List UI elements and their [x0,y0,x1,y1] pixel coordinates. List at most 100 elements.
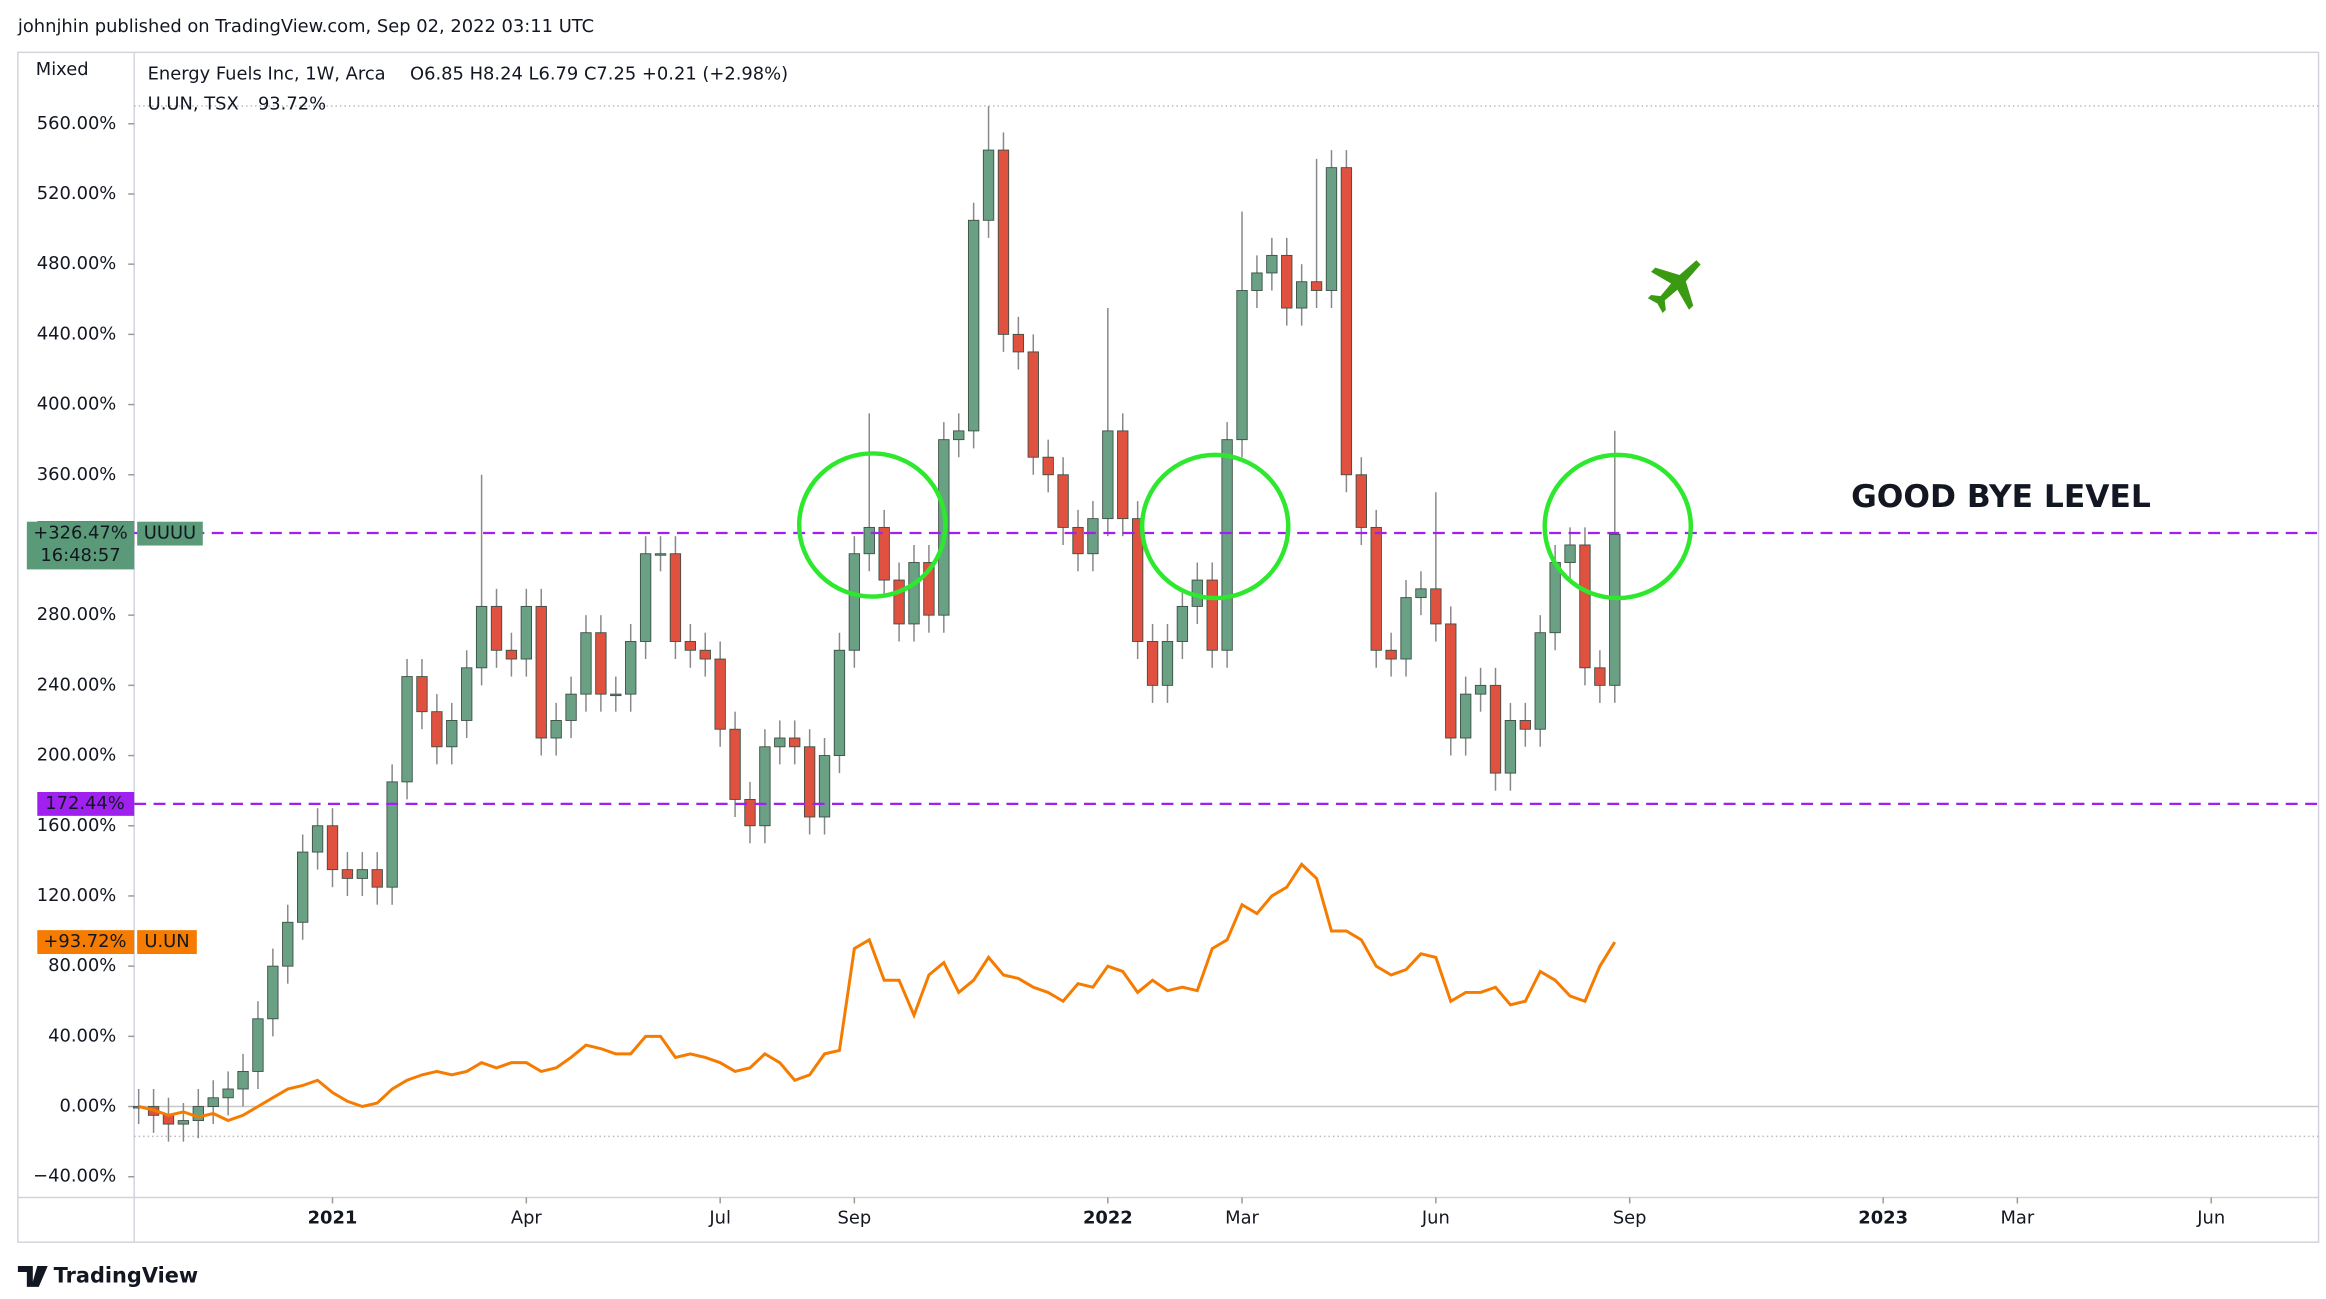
y-tick-label: −40.00% [33,1166,116,1187]
candle-body [684,641,697,651]
candle-body [222,1088,234,1099]
candle-body [714,658,726,730]
circle [796,451,948,599]
candle-body [1400,597,1412,660]
candle-body [475,605,488,669]
candle-body [535,605,547,739]
candle-body [490,605,503,651]
y-tick-label: 40.00% [48,1025,116,1046]
legend-compare: U.UN, TSX [148,94,239,115]
candle-body [326,825,339,871]
symbol-tag [137,521,203,546]
y-tick-label: 200.00% [37,745,117,766]
candle-body [371,869,383,888]
candle-body [669,553,682,642]
legend-title: Energy Fuels Inc, 1W, Arca [148,64,386,85]
y-tick-label: 280.00% [37,604,117,625]
tv-logo [17,1266,48,1287]
symbol-tag-label: UUUU [144,523,196,544]
compare-tag [37,930,135,954]
chart-frame [17,51,2320,1243]
candle-body [982,149,995,221]
y-tick-label: 440.00% [37,323,117,344]
candle-body [1594,667,1606,686]
footer-brand: TradingView [54,1263,199,1287]
candle-body [282,921,294,967]
candle-body [1355,474,1367,528]
candle-body [1370,526,1382,651]
candle-body [1251,272,1263,291]
candle-body [520,605,532,660]
candle-body [237,1070,249,1090]
candle-body [1236,290,1248,441]
airplane-icon [1647,260,1701,313]
candle-body [1042,456,1054,476]
x-tick-label: 2022 [1083,1207,1133,1228]
candle-body [1340,167,1353,476]
candle-body [1549,562,1561,634]
candle-body [1146,641,1159,686]
y-tick-label: 0.00% [60,1096,117,1117]
candle-body [1266,254,1278,274]
y-tick-label: 120.00% [37,885,117,906]
publish-header: johnjhin published on TradingView.com, S… [17,16,594,37]
candle-body [431,711,443,748]
candle-body [803,746,816,818]
candle-body [863,526,875,555]
candle-body [1474,684,1487,695]
y-tick-label: 480.00% [37,253,117,274]
candle-body [639,553,652,642]
y-tick-label: 560.00% [37,113,117,134]
candle-body [1161,641,1174,686]
candle-body [416,676,428,713]
candle-body [833,649,846,757]
candle-body [1534,632,1546,730]
candle-body [565,693,577,721]
candle-body [1385,649,1397,660]
candle-body [1131,518,1144,642]
candle-body [1206,579,1218,651]
y-tick-label: 80.00% [48,955,116,976]
candle-body [1072,526,1084,555]
annotation-text: GOOD BYE LEVEL [1851,479,2151,515]
candle-body [1281,254,1293,309]
legend-ohlc: O6.85 H8.24 L6.79 C7.25 +0.21 (+2.98%) [410,64,788,85]
x-tick-label: Apr [511,1207,543,1228]
candle-body [595,632,607,695]
candle-body [610,693,622,697]
candle-body [1221,439,1233,651]
circle [1542,452,1694,601]
compare-line [138,862,1617,1123]
y-tick-label: 240.00% [37,674,117,695]
candle-body [297,851,309,923]
candle-body [1102,430,1114,520]
x-tick-label: Jun [2196,1207,2225,1228]
candle-body [580,632,592,695]
candle-body [252,1018,264,1072]
countdown-label: 16:48:57 [40,545,120,566]
candle-body [446,720,458,748]
candle-body [1504,720,1517,774]
candle-body [1027,351,1039,458]
candle-body [1430,588,1442,625]
candle-body [1325,167,1338,291]
candle-body [1609,533,1621,686]
candle-body [177,1120,190,1125]
plot: −40.00% 0.00% 40.00% 80.00% 120.00% 160.00% 20… [26,106,2319,1228]
candle-body [192,1106,204,1122]
candle-body [908,562,920,625]
last-price-tag [26,521,135,570]
candle-body [744,798,756,827]
candle-body [818,755,831,818]
x-tick-label: Jul [708,1207,731,1228]
x-tick-label: 2021 [308,1207,358,1228]
annotation-circles [796,451,1694,601]
compare-symbol-label: U.UN [144,931,189,952]
candle-body [953,430,965,441]
candle-body [267,965,279,1020]
candle-body [461,667,473,721]
candle-body [967,219,980,432]
x-tick-label: Sep [838,1207,872,1228]
candle-body [1460,693,1472,739]
